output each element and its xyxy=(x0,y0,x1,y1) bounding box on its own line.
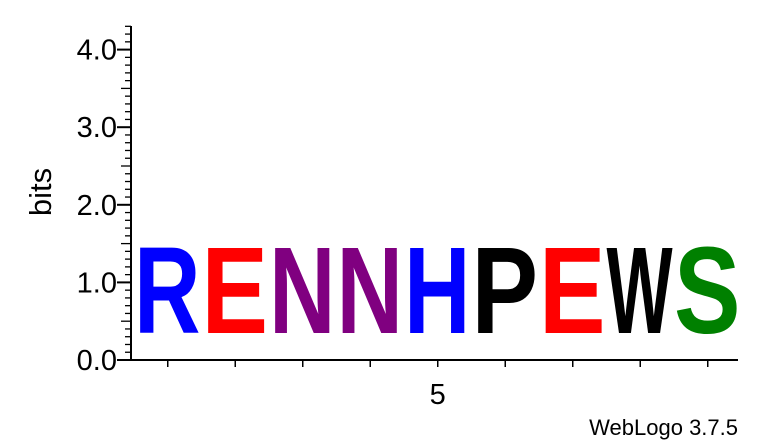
y-axis-title: bits xyxy=(23,168,58,216)
logo-letter: H xyxy=(404,222,470,360)
logo-letter: R xyxy=(134,222,200,360)
logo-letter: S xyxy=(674,221,740,360)
logo-letter: E xyxy=(539,221,605,360)
logo-letter: N xyxy=(269,222,335,360)
y-axis: 0.0 1.0 2.0 3.0 4.0 xyxy=(77,25,132,377)
logo-letter: N xyxy=(337,222,403,360)
x-axis: 5 xyxy=(131,359,738,411)
y-tick-label: 4.0 xyxy=(77,35,117,67)
y-tick-label: 0.0 xyxy=(77,345,117,377)
x-tick-label: 5 xyxy=(430,379,446,411)
logo-letter: E xyxy=(202,221,268,360)
y-tick-label: 2.0 xyxy=(77,190,117,222)
logo-letter: W xyxy=(607,222,673,360)
logo-letter: P xyxy=(472,221,538,360)
y-tick-label: 3.0 xyxy=(77,112,117,144)
y-tick-label: 1.0 xyxy=(77,267,117,299)
weblogo-version-footer: WebLogo 3.7.5 xyxy=(589,415,738,440)
